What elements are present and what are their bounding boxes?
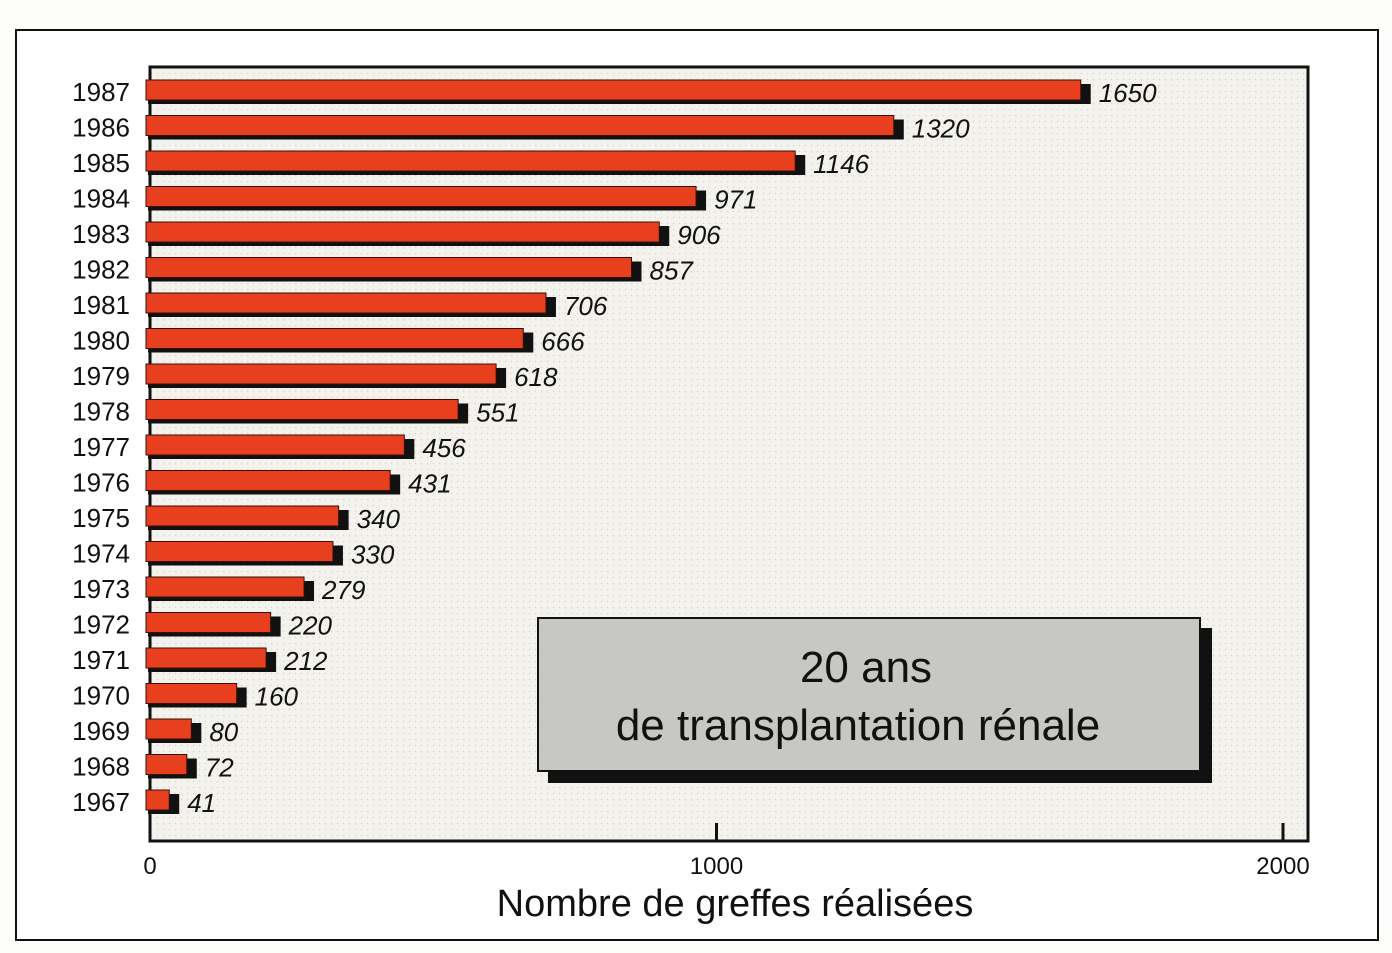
- value-label-1975: 340: [357, 504, 401, 534]
- x-tick-label-1000: 1000: [690, 853, 743, 880]
- bar-1970: [145, 683, 238, 704]
- y-tick-label-1967: 1967: [72, 787, 130, 817]
- value-label-1982: 857: [649, 256, 694, 286]
- x-tick-labels: 0 1000 2000: [143, 853, 1309, 880]
- y-tick-label-1977: 1977: [72, 432, 130, 462]
- y-tick-label-1970: 1970: [72, 681, 130, 711]
- y-tick-label-1981: 1981: [72, 290, 130, 320]
- y-tick-label-1979: 1979: [72, 361, 130, 391]
- x-axis-label: Nombre de greffes réalisées: [497, 883, 974, 925]
- x-tick-label-0: 0: [143, 853, 156, 880]
- bar-1978: [145, 399, 459, 420]
- bar-1983: [145, 221, 660, 243]
- bars: [145, 79, 1091, 814]
- bar-1973: [145, 576, 305, 598]
- bar-1982: [145, 257, 632, 278]
- y-axis-labels: 1987 1986 1985 1984 1983 1982 1981 1980 1979 1978…: [72, 77, 130, 817]
- y-tick-label-1968: 1968: [72, 752, 130, 782]
- value-label-1971: 212: [283, 646, 328, 676]
- bar-1984: [145, 186, 697, 207]
- y-tick-label-1978: 1978: [72, 397, 130, 427]
- bar-1986: [145, 115, 895, 136]
- bar-1971: [145, 647, 267, 669]
- value-label-1979: 618: [514, 362, 558, 392]
- bar-1976: [145, 470, 391, 491]
- value-label-1976: 431: [408, 469, 451, 499]
- chart-title-line-2: de transplantation rénale: [616, 701, 1100, 750]
- bar-1987: [145, 79, 1082, 101]
- bar-1981: [145, 292, 547, 314]
- y-tick-label-1973: 1973: [72, 574, 130, 604]
- value-label-1974: 330: [351, 540, 395, 570]
- bar-1972: [145, 612, 272, 633]
- y-tick-label-1983: 1983: [72, 219, 130, 249]
- y-tick-label-1976: 1976: [72, 468, 130, 498]
- value-label-1981: 706: [564, 291, 608, 321]
- x-tick-label-2000: 2000: [1256, 853, 1309, 880]
- bar-1968: [145, 754, 188, 775]
- bar-1975: [145, 505, 340, 527]
- value-label-1967: 41: [187, 788, 216, 818]
- y-tick-label-1984: 1984: [72, 184, 130, 214]
- y-tick-label-1975: 1975: [72, 503, 130, 533]
- bar-1974: [145, 541, 334, 562]
- bar-1967: [145, 789, 170, 811]
- chart-title-line-1: 20 ans: [800, 643, 932, 692]
- y-tick-label-1986: 1986: [72, 113, 130, 143]
- y-tick-label-1969: 1969: [72, 716, 130, 746]
- bar-1969: [145, 718, 192, 740]
- bar-1985: [145, 150, 796, 172]
- value-label-1969: 80: [209, 717, 238, 747]
- y-tick-label-1985: 1985: [72, 148, 130, 178]
- value-label-1983: 906: [677, 220, 721, 250]
- value-label-1972: 220: [288, 611, 333, 641]
- y-tick-label-1972: 1972: [72, 610, 130, 640]
- y-tick-label-1974: 1974: [72, 539, 130, 569]
- bar-1979: [145, 363, 497, 385]
- value-label-1987: 1650: [1099, 78, 1157, 108]
- value-label-1978: 551: [476, 398, 519, 428]
- y-tick-label-1987: 1987: [72, 77, 130, 107]
- value-label-1986: 1320: [912, 114, 970, 144]
- bar-1980: [145, 328, 524, 349]
- y-tick-label-1971: 1971: [72, 645, 130, 675]
- x-axis-ticks: [715, 823, 1285, 841]
- title-box: [537, 617, 1201, 772]
- value-label-1973: 279: [321, 575, 365, 605]
- value-label-1977: 456: [422, 433, 466, 463]
- value-label-1968: 72: [205, 753, 234, 783]
- y-tick-label-1980: 1980: [72, 326, 130, 356]
- y-tick-label-1982: 1982: [72, 255, 130, 285]
- bar-1977: [145, 434, 405, 456]
- value-label-1985: 1146: [813, 149, 869, 179]
- value-labels: 1650132011469719068577066666185514564313…: [187, 78, 1157, 818]
- value-label-1984: 971: [714, 185, 757, 215]
- value-label-1970: 160: [255, 682, 299, 712]
- value-label-1980: 666: [541, 327, 585, 357]
